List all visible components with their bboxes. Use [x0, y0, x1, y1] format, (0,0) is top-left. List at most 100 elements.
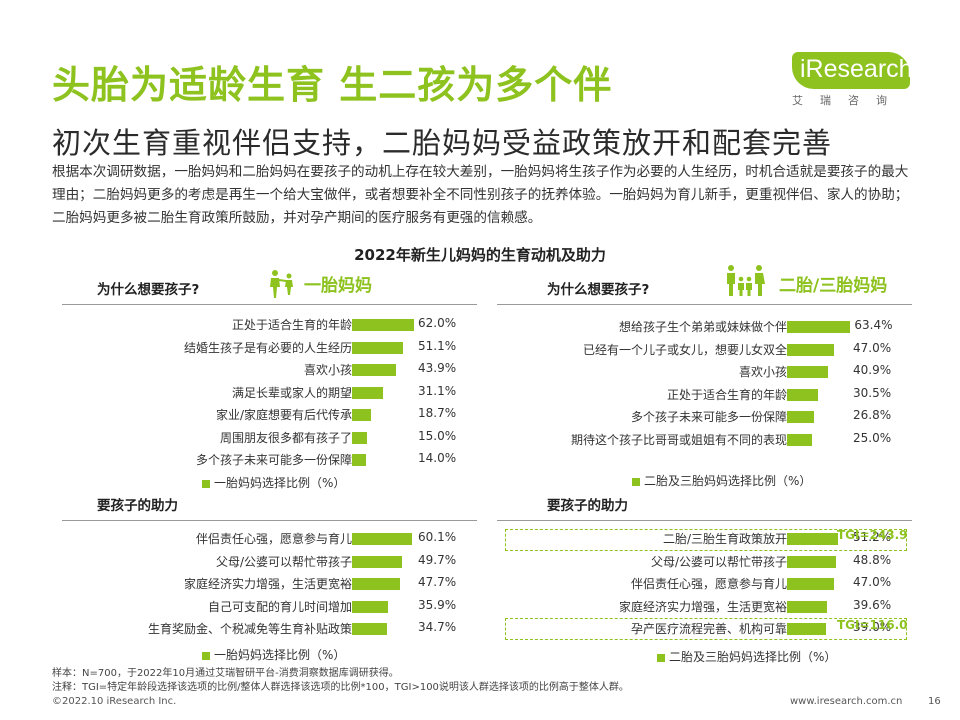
bar	[352, 533, 413, 545]
bar-category-label: 多个孩子未来可能多一份保障	[630, 410, 787, 424]
bar-row: 家庭经济实力增强，生活更宽裕 39.6%	[497, 596, 912, 618]
legend-label: 二胎及三胎妈妈选择比例（%）	[669, 650, 837, 664]
tgi-note: 注释：TGI=特定年龄段选择该选项的比例/整体人群选择该选项的比例*100，TG…	[52, 682, 629, 693]
bar-row: 二胎/三胎生育政策放开 51.2% TGI=243.9	[497, 528, 912, 550]
bar	[352, 319, 414, 331]
bar-value-label: 14.0%	[418, 451, 457, 465]
bar-category-label: 二胎/三胎生育政策放开	[662, 532, 787, 546]
iresearch-logo: iResearch 艾瑞咨询	[792, 52, 913, 112]
bar	[352, 454, 366, 466]
legend-first-why: 一胎妈妈选择比例（%）	[202, 474, 345, 491]
bar	[787, 366, 828, 378]
sample-note: 样本：N=700，于2022年10月通过艾瑞智研平台-消费洞察数据库调研获得。	[52, 668, 399, 679]
legend-swatch	[632, 477, 640, 486]
panel-tag-second: 二胎/三胎妈妈	[779, 276, 888, 296]
legend-first-help: 一胎妈妈选择比例（%）	[202, 646, 345, 663]
bar	[352, 386, 384, 399]
bar	[787, 411, 814, 423]
bar	[787, 578, 834, 590]
bar-value-label: 48.8%	[853, 552, 892, 567]
bar-row: 自己可支配的育儿时间增加 35.9%	[62, 596, 477, 618]
legend-label: 一胎妈妈选择比例（%）	[214, 648, 346, 662]
bar	[787, 555, 836, 568]
legend-second-help: 二胎及三胎妈妈选择比例（%）	[657, 648, 836, 665]
bar-category-label: 喜欢小孩	[303, 363, 352, 377]
family-icon	[727, 265, 765, 296]
bar-row: 伴侣责任心强，愿意参与育儿 60.1%	[62, 528, 477, 550]
bar-value-label: 51.1%	[418, 338, 457, 353]
bar-row: 喜欢小孩 43.9%	[62, 359, 477, 381]
bar	[352, 409, 371, 421]
bar-value-label: 31.1%	[418, 383, 457, 398]
page-number: 16	[928, 696, 941, 707]
bar-value-label: 47.0%	[853, 575, 892, 589]
bar-row: 喜欢小孩 40.9%	[497, 361, 912, 383]
bar-row: 已经有一个儿子或女儿，想要儿女双全 47.0%	[497, 339, 912, 361]
bar-category-label: 家庭经济实力增强，生活更宽裕	[183, 577, 352, 591]
page-subtitle: 初次生育重视伴侣支持，二胎妈妈受益政策放开和配套完善	[52, 126, 833, 160]
tgi-annotation: TGI=243.9	[837, 528, 908, 542]
bar-row: 家庭经济实力增强，生活更宽裕 47.7%	[62, 573, 477, 595]
bar-row: 想给孩子生个弟弟或妹妹做个伴 63.4%	[497, 316, 912, 338]
bar-row: 期待这个孩子比哥哥或姐姐有不同的表现 25.0%	[497, 429, 912, 451]
bar-value-label: 43.9%	[418, 361, 457, 375]
bar-category-label: 正处于适合生育的年龄	[666, 387, 787, 402]
bar-value-label: 25.0%	[853, 430, 892, 445]
bar-value-label: 26.8%	[853, 408, 892, 422]
legend-label: 二胎及三胎妈妈选择比例（%）	[644, 474, 812, 488]
bar	[352, 623, 387, 635]
bar	[787, 600, 827, 613]
bar-row: 正处于适合生育的年龄 30.5%	[497, 384, 912, 406]
bar	[787, 533, 839, 545]
bar-category-label: 孕产医疗流程完善、机构可靠	[630, 622, 787, 636]
bar-row: 生育奖励金、个税减免等生育补贴政策 34.7%	[62, 618, 477, 640]
q2-title-left: 要孩子的助力	[97, 498, 178, 514]
bar-category-label: 父母/公婆可以帮忙带孩子	[215, 554, 352, 569]
divider-line	[62, 304, 477, 305]
bar-value-label: 35.9%	[418, 597, 457, 612]
bar-category-label: 已经有一个儿子或女儿，想要儿女双全	[582, 342, 787, 357]
bar-row: 父母/公婆可以帮忙带孩子 49.7%	[62, 551, 477, 573]
bar-value-label: 39.0%	[853, 620, 892, 634]
bar-row: 父母/公婆可以帮忙带孩子 48.8%	[497, 551, 912, 573]
bar	[352, 431, 367, 444]
bar	[352, 578, 400, 590]
bar-category-label: 周围朋友很多都有孩子了	[219, 430, 352, 445]
bar-category-label: 正处于适合生育的年龄	[231, 318, 352, 332]
bar-category-label: 结婚生孩子是有必要的人生经历	[183, 340, 352, 355]
bar-row: 家业/家庭想要有后代传承 18.7%	[62, 404, 477, 426]
bar	[787, 343, 834, 356]
bar	[787, 321, 851, 333]
highlight-box-medical	[505, 618, 907, 640]
bar	[352, 600, 388, 613]
website-url: www.iresearch.com.cn	[790, 696, 903, 707]
bar-value-label: 40.9%	[853, 363, 892, 377]
bar-category-label: 生育奖励金、个税减免等生育补贴政策	[147, 622, 352, 636]
bar-value-label: 60.1%	[418, 530, 457, 544]
bar	[352, 364, 396, 376]
tgi-annotation: TGI=116.0	[837, 618, 908, 632]
bar	[787, 623, 826, 635]
highlight-box-policy	[505, 529, 907, 551]
divider-line	[497, 304, 912, 305]
bar-row: 伴侣责任心强，愿意参与育儿 47.0%	[497, 573, 912, 595]
legend-label: 一胎妈妈选择比例（%）	[214, 476, 346, 490]
logo-name: iResearch	[800, 55, 913, 83]
q1-title-right: 为什么想要孩子?	[547, 282, 650, 298]
bar	[352, 555, 402, 568]
bar-row: 满足长辈或家人的期望 31.1%	[62, 382, 477, 404]
mother-child-icon	[270, 270, 293, 298]
copyright: ©2022.10 iResearch Inc.	[52, 696, 177, 707]
intro-paragraph: 根据本次调研数据，一胎妈妈和二胎妈妈在要孩子的动机上存在较大差别，一胎妈妈将生孩…	[52, 164, 909, 226]
bar-row: 周围朋友很多都有孩子了 15.0%	[62, 427, 477, 449]
bar-value-label: 47.7%	[418, 575, 457, 589]
bar-category-label: 想给孩子生个弟弟或妹妹做个伴	[618, 320, 787, 334]
bar-value-label: 15.0%	[418, 428, 457, 443]
bar	[352, 341, 404, 354]
legend-swatch	[657, 653, 665, 662]
bar-value-label: 62.0%	[418, 316, 457, 330]
bar-category-label: 父母/公婆可以帮忙带孩子	[650, 554, 787, 569]
bar-category-label: 期待这个孩子比哥哥或姐姐有不同的表现	[570, 432, 787, 447]
bar-row: 正处于适合生育的年龄 62.0%	[62, 314, 477, 336]
chart-title: 2022年新生儿妈妈的生育动机及助力	[354, 246, 606, 264]
